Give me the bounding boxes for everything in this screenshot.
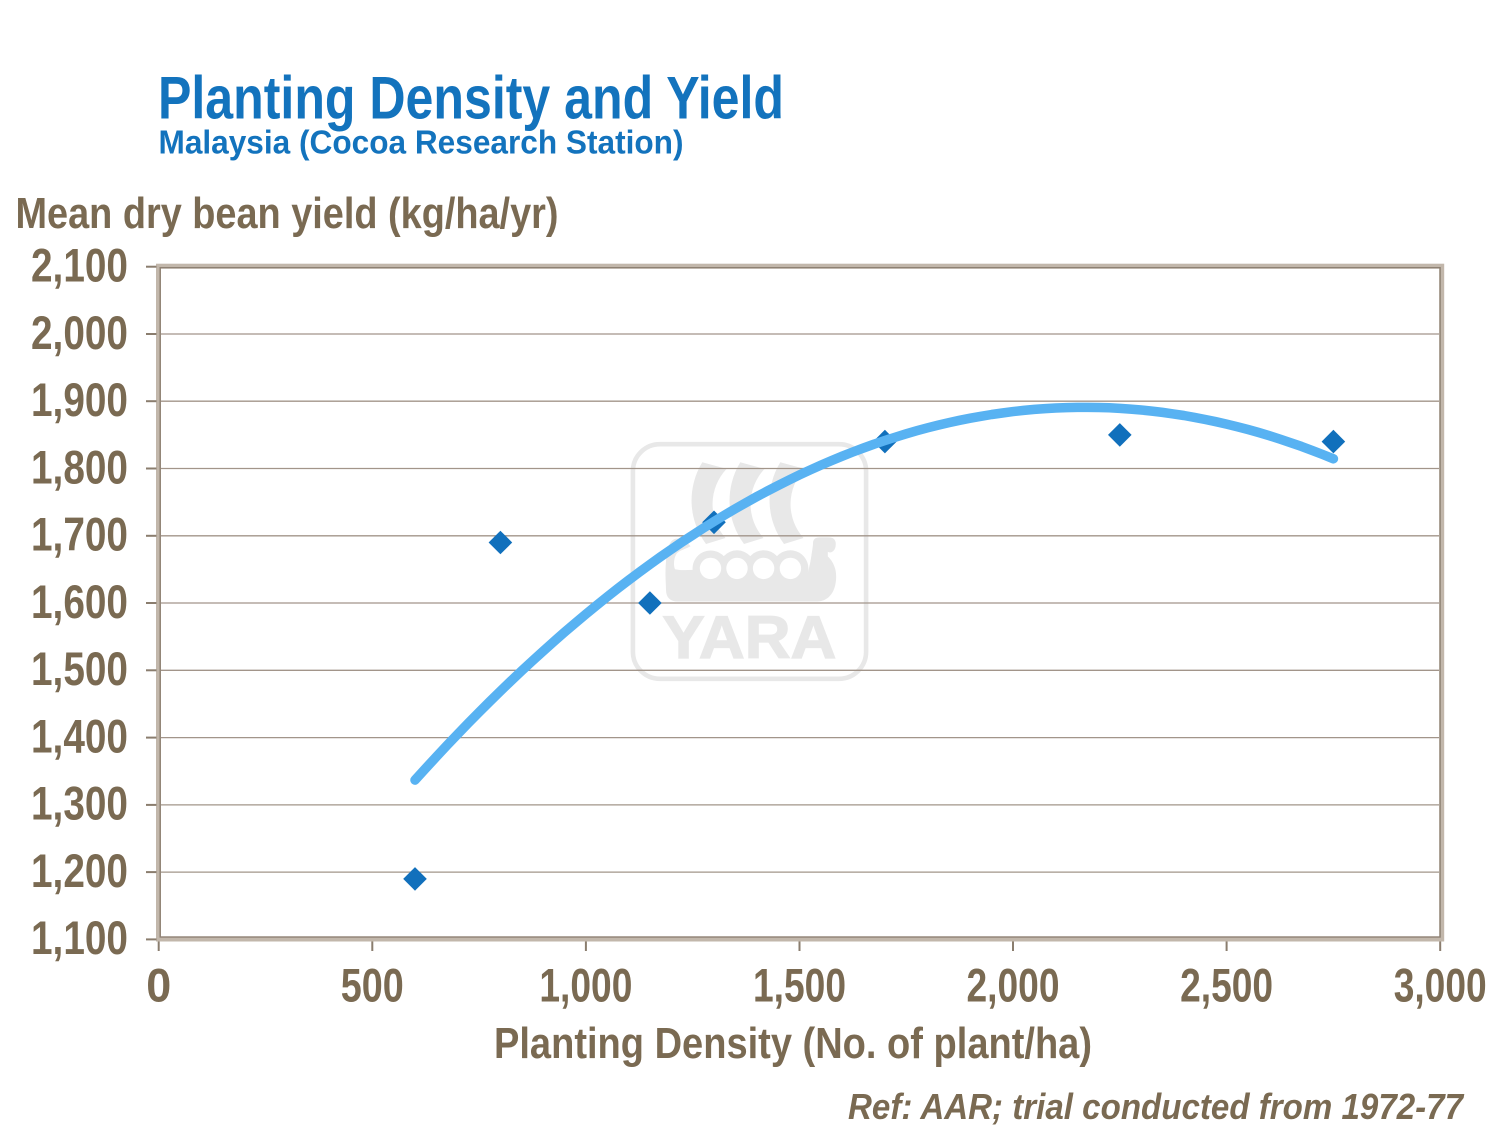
- svg-text:2,500: 2,500: [1180, 960, 1273, 1013]
- svg-text:3,000: 3,000: [1394, 960, 1487, 1013]
- svg-text:1,400: 1,400: [31, 710, 128, 763]
- svg-text:Mean dry bean yield (kg/ha/yr): Mean dry bean yield (kg/ha/yr): [16, 190, 559, 238]
- svg-text:YARA: YARA: [662, 604, 836, 671]
- svg-text:Malaysia (Cocoa Research Stati: Malaysia (Cocoa Research Station): [159, 124, 684, 161]
- svg-text:1,500: 1,500: [31, 643, 128, 696]
- svg-text:Ref: AAR; trial conducted from: Ref: AAR; trial conducted from 1972-77: [848, 1086, 1465, 1126]
- svg-text:500: 500: [341, 960, 404, 1013]
- svg-text:1,600: 1,600: [31, 576, 128, 629]
- svg-text:2,100: 2,100: [31, 240, 128, 293]
- svg-text:1,000: 1,000: [539, 960, 632, 1013]
- svg-text:Planting Density and Yield: Planting Density and Yield: [158, 65, 784, 132]
- svg-text:0: 0: [146, 960, 171, 1013]
- svg-text:1,500: 1,500: [753, 960, 846, 1013]
- svg-text:1,200: 1,200: [31, 845, 128, 898]
- svg-text:1,900: 1,900: [31, 374, 128, 427]
- svg-text:1,300: 1,300: [31, 778, 128, 831]
- svg-text:1,700: 1,700: [31, 509, 128, 562]
- svg-text:2,000: 2,000: [967, 960, 1060, 1013]
- svg-text:Planting Density (No. of plant: Planting Density (No. of plant/ha): [494, 1019, 1092, 1068]
- svg-text:2,000: 2,000: [31, 307, 128, 360]
- svg-text:1,100: 1,100: [31, 912, 128, 965]
- svg-text:1,800: 1,800: [31, 441, 128, 494]
